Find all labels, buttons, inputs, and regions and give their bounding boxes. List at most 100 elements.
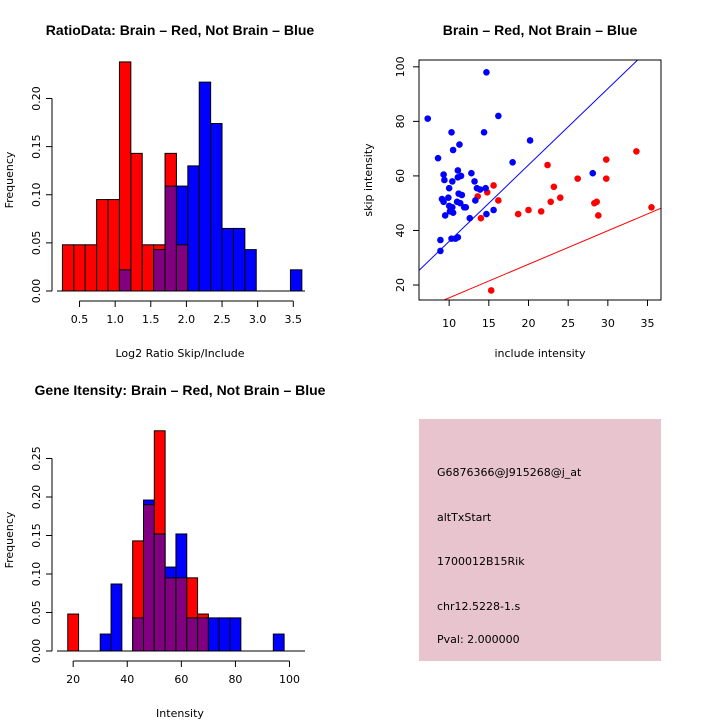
intensity-y-tick-label: 0.10 xyxy=(30,562,43,587)
scatter-y-tick-label: 20 xyxy=(394,278,407,292)
intensity-bar-notbrain xyxy=(229,617,242,652)
info-panel: G6876366@J915268@j_at altTxStart 1700012… xyxy=(419,419,661,661)
scatter-point-brain xyxy=(550,183,558,191)
ratio-x-tick-label: 0.5 xyxy=(71,313,89,326)
info-event-type: altTxStart xyxy=(437,511,492,524)
ratio-x-tick-label: 3.5 xyxy=(285,313,303,326)
ratio-y-tick-label: 0.00 xyxy=(30,279,43,304)
scatter-point-notbrain xyxy=(509,158,516,166)
info-panel-background xyxy=(419,419,661,661)
ratio-y-tick-label: 0.20 xyxy=(30,86,43,111)
ratio-x-tick-label: 2.5 xyxy=(213,313,231,326)
ratio-bars xyxy=(61,61,303,292)
ratio-bar-overlap xyxy=(175,244,189,292)
ratio-bar-notbrain xyxy=(187,165,200,292)
intensity-bar-overlap xyxy=(197,617,209,652)
scatter-x-axis-label: include intensity xyxy=(494,347,586,360)
intensity-bar-brain xyxy=(67,613,80,652)
ratio-x-tick-label: 2.0 xyxy=(178,313,196,326)
scatter-point-notbrain xyxy=(466,214,474,222)
scatter-panel: Brain – Red, Not Brain – Blue 10 15 20 25 30… xyxy=(362,22,662,360)
scatter-point-notbrain xyxy=(454,233,462,241)
scatter-point-brain xyxy=(556,194,564,202)
intensity-y-tick-label: 0.15 xyxy=(30,523,43,548)
scatter-x-tick-label: 35 xyxy=(641,317,655,330)
intensity-bar-notbrain xyxy=(99,633,112,652)
ratio-bar-overlap xyxy=(164,185,177,292)
ratio-axes: 0.00 0.05 0.10 0.15 0.20 0.5 1.0 1.5 2.0 2.5 3.0 3.… xyxy=(30,86,305,326)
scatter-point-notbrain xyxy=(480,128,488,136)
scatter-point-notbrain xyxy=(472,197,479,204)
scatter-point-notbrain xyxy=(462,203,470,211)
intensity-bar-overlap xyxy=(164,577,177,652)
scatter-x-tick-label: 30 xyxy=(601,317,615,330)
scatter-point-brain xyxy=(525,206,532,214)
intensity-bar-notbrain xyxy=(272,633,285,652)
intensity-bar-notbrain xyxy=(110,583,123,652)
scatter-point-brain xyxy=(547,198,555,206)
scatter-point-brain xyxy=(633,148,640,155)
ratio-y-tick-label: 0.10 xyxy=(30,183,43,208)
info-location: chr12.5228-1.s xyxy=(437,600,520,613)
scatter-y-tick-label: 100 xyxy=(394,56,407,77)
intensity-y-tick-label: 0.00 xyxy=(30,639,43,664)
scatter-point-notbrain xyxy=(441,212,449,219)
intensity-x-tick-label: 60 xyxy=(174,673,188,686)
ratio-bar-brain xyxy=(130,152,143,292)
scatter-y-tick-label: 60 xyxy=(394,169,407,183)
scatter-point-notbrain xyxy=(445,194,452,202)
scatter-x-tick-label: 15 xyxy=(482,317,496,330)
scatter-y-tick-label: 40 xyxy=(394,223,407,237)
scatter-point-notbrain xyxy=(490,206,497,214)
intensity-y-tick-label: 0.20 xyxy=(30,485,43,510)
ratio-bar-notbrain xyxy=(221,227,234,292)
scatter-point-brain xyxy=(514,210,522,218)
scatter-point-notbrain xyxy=(449,209,457,217)
scatter-y-axis-label: skip intensity xyxy=(362,143,375,217)
scatter-point-notbrain xyxy=(440,198,447,206)
scatter-point-notbrain xyxy=(437,247,444,255)
ratio-bar-overlap xyxy=(153,249,166,292)
scatter-point-notbrain xyxy=(448,128,455,136)
scatter-point-brain xyxy=(648,203,655,211)
ratio-chart-title: RatioData: Brain – Red, Not Brain – Blue xyxy=(46,22,315,38)
scatter-point-notbrain xyxy=(424,115,432,122)
scatter-fit-line-brain xyxy=(442,207,661,300)
ratio-bar-notbrain xyxy=(210,123,223,292)
ratio-bar-notbrain xyxy=(232,227,246,292)
scatter-point-notbrain xyxy=(456,141,463,148)
scatter-point-notbrain xyxy=(483,68,490,76)
scatter-point-notbrain xyxy=(589,169,597,177)
scatter-point-notbrain xyxy=(437,236,444,244)
ratio-bar-notbrain xyxy=(198,81,212,292)
scatter-point-notbrain xyxy=(526,137,534,144)
scatter-point-brain xyxy=(602,156,610,163)
ratio-bar-notbrain xyxy=(244,249,257,292)
intensity-axes: 0.00 0.05 0.10 0.15 0.20 0.25 20 40 60 80 100 xyxy=(30,446,305,686)
ratio-bar-brain xyxy=(84,244,98,292)
ratio-y-axis-label: Frequency xyxy=(3,151,16,208)
intensity-histogram-panel: Gene Itensity: Brain – Red, Not Brain – … xyxy=(3,382,326,720)
intensity-bar-notbrain xyxy=(218,617,231,652)
ratio-bar-notbrain xyxy=(289,269,303,292)
intensity-y-tick-label: 0.05 xyxy=(30,600,43,625)
intensity-x-tick-label: 40 xyxy=(120,673,134,686)
scatter-point-notbrain xyxy=(445,184,453,192)
scatter-plot-frame xyxy=(418,59,662,301)
ratio-y-tick-label: 0.15 xyxy=(30,134,43,159)
scatter-point-notbrain xyxy=(456,199,464,207)
scatter-point-notbrain xyxy=(482,184,489,192)
ratio-bar-overlap xyxy=(118,269,132,292)
scatter-point-brain xyxy=(495,197,502,204)
ratio-bar-brain xyxy=(118,61,132,292)
scatter-point-notbrain xyxy=(454,167,462,174)
scatter-fit-line-notbrain xyxy=(419,60,639,271)
ratio-x-axis-label: Log2 Ratio Skip/Include xyxy=(115,347,244,360)
info-gene-name: 1700012B15Rik xyxy=(437,555,525,568)
intensity-y-tick-label: 0.25 xyxy=(30,446,43,471)
scatter-point-brain xyxy=(544,161,551,169)
ratio-bar-brain xyxy=(73,244,86,292)
intensity-bar-overlap xyxy=(142,504,155,652)
scatter-y-tick-label: 80 xyxy=(394,114,407,128)
